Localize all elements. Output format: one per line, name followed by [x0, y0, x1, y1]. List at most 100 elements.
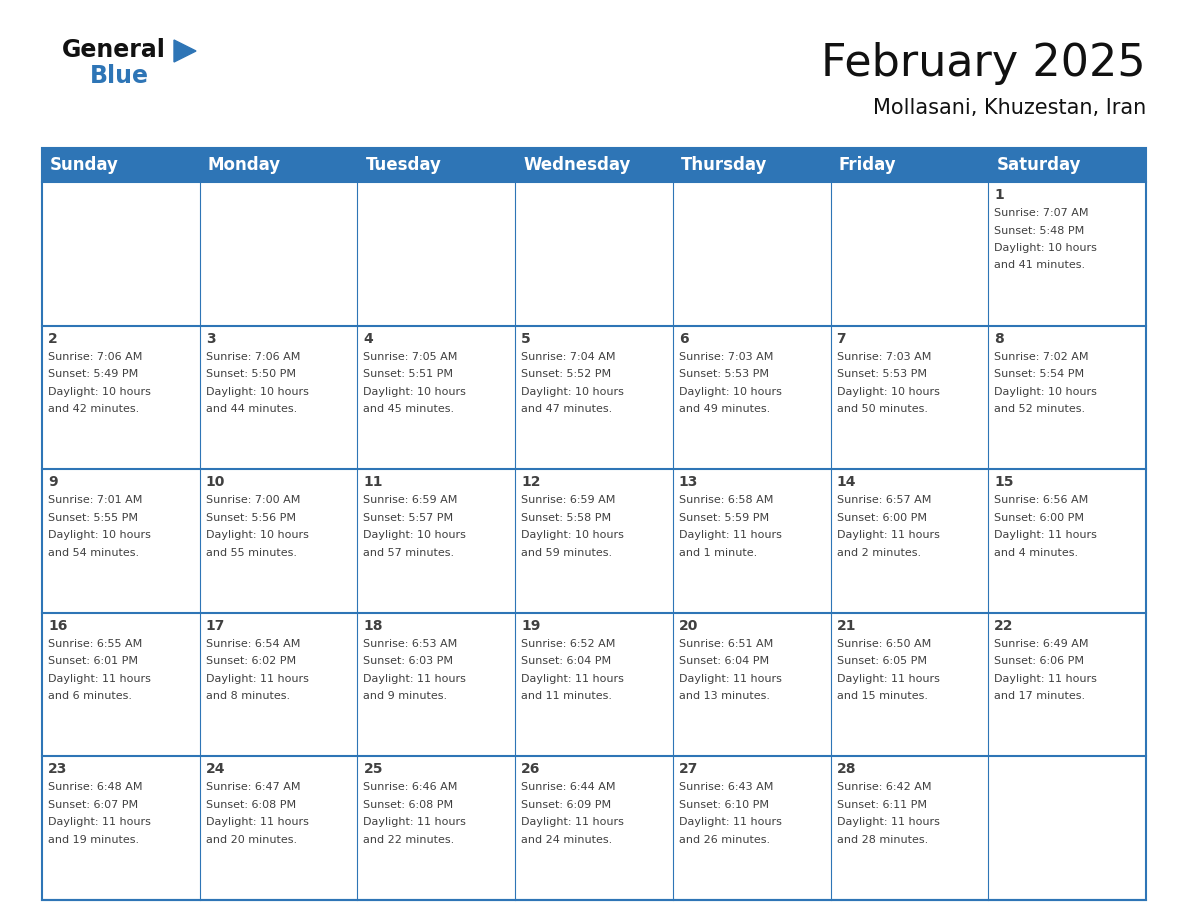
Bar	[672, 326, 830, 469]
Text: 7: 7	[836, 331, 846, 345]
Bar	[672, 613, 830, 756]
Text: 20: 20	[678, 619, 699, 633]
Text: Daylight: 10 hours: Daylight: 10 hours	[522, 531, 624, 540]
Text: 12: 12	[522, 476, 541, 489]
Text: Daylight: 11 hours: Daylight: 11 hours	[836, 674, 940, 684]
Text: Mollasani, Khuzestan, Iran: Mollasani, Khuzestan, Iran	[873, 98, 1146, 118]
Text: Daylight: 11 hours: Daylight: 11 hours	[994, 531, 1098, 540]
Text: 28: 28	[836, 763, 857, 777]
Text: Sunrise: 6:43 AM: Sunrise: 6:43 AM	[678, 782, 773, 792]
Text: Monday: Monday	[208, 156, 280, 174]
Text: and 22 minutes.: and 22 minutes.	[364, 834, 455, 845]
Text: Sunset: 6:04 PM: Sunset: 6:04 PM	[522, 656, 612, 666]
Text: Sunrise: 6:42 AM: Sunrise: 6:42 AM	[836, 782, 931, 792]
Text: Sunrise: 7:06 AM: Sunrise: 7:06 AM	[206, 352, 301, 362]
Text: Sunrise: 7:06 AM: Sunrise: 7:06 AM	[48, 352, 143, 362]
Text: Sunset: 5:55 PM: Sunset: 5:55 PM	[48, 512, 138, 522]
Text: Friday: Friday	[839, 156, 896, 174]
Text: Daylight: 11 hours: Daylight: 11 hours	[48, 817, 151, 827]
Bar	[988, 756, 1146, 900]
Text: Sunrise: 6:44 AM: Sunrise: 6:44 AM	[522, 782, 615, 792]
Text: Daylight: 10 hours: Daylight: 10 hours	[48, 531, 151, 540]
Text: Daylight: 11 hours: Daylight: 11 hours	[836, 817, 940, 827]
Text: Sunset: 6:10 PM: Sunset: 6:10 PM	[678, 800, 769, 810]
Text: Sunrise: 6:46 AM: Sunrise: 6:46 AM	[364, 782, 457, 792]
Text: Sunset: 5:53 PM: Sunset: 5:53 PM	[836, 369, 927, 379]
Bar	[830, 182, 988, 326]
Text: Tuesday: Tuesday	[366, 156, 441, 174]
Text: Sunset: 6:03 PM: Sunset: 6:03 PM	[364, 656, 454, 666]
Text: Blue: Blue	[90, 64, 148, 88]
Bar	[516, 326, 672, 469]
Bar	[200, 756, 358, 900]
Text: Sunrise: 6:56 AM: Sunrise: 6:56 AM	[994, 495, 1088, 505]
Text: Sunset: 5:50 PM: Sunset: 5:50 PM	[206, 369, 296, 379]
Text: and 42 minutes.: and 42 minutes.	[48, 404, 139, 414]
Bar	[42, 326, 200, 469]
Text: Sunset: 6:00 PM: Sunset: 6:00 PM	[836, 512, 927, 522]
Text: Sunrise: 6:51 AM: Sunrise: 6:51 AM	[678, 639, 773, 649]
Bar	[200, 182, 358, 326]
Text: 2: 2	[48, 331, 58, 345]
Bar	[516, 756, 672, 900]
Bar	[42, 469, 200, 613]
Text: and 1 minute.: and 1 minute.	[678, 548, 757, 558]
Text: Sunset: 6:08 PM: Sunset: 6:08 PM	[206, 800, 296, 810]
Text: Sunset: 6:04 PM: Sunset: 6:04 PM	[678, 656, 769, 666]
Text: and 2 minutes.: and 2 minutes.	[836, 548, 921, 558]
Bar	[672, 148, 830, 182]
Text: Sunset: 5:52 PM: Sunset: 5:52 PM	[522, 369, 612, 379]
Text: Daylight: 10 hours: Daylight: 10 hours	[522, 386, 624, 397]
Text: Sunrise: 6:57 AM: Sunrise: 6:57 AM	[836, 495, 931, 505]
Text: Sunset: 6:00 PM: Sunset: 6:00 PM	[994, 512, 1085, 522]
Text: 21: 21	[836, 619, 857, 633]
Text: Sunset: 5:49 PM: Sunset: 5:49 PM	[48, 369, 138, 379]
Text: Sunset: 5:53 PM: Sunset: 5:53 PM	[678, 369, 769, 379]
Text: Sunset: 5:58 PM: Sunset: 5:58 PM	[522, 512, 612, 522]
Text: Sunset: 6:01 PM: Sunset: 6:01 PM	[48, 656, 138, 666]
Text: Sunrise: 6:59 AM: Sunrise: 6:59 AM	[522, 495, 615, 505]
Text: Daylight: 11 hours: Daylight: 11 hours	[836, 531, 940, 540]
Text: Sunset: 6:02 PM: Sunset: 6:02 PM	[206, 656, 296, 666]
Text: Sunrise: 7:02 AM: Sunrise: 7:02 AM	[994, 352, 1088, 362]
Text: 25: 25	[364, 763, 383, 777]
Text: 9: 9	[48, 476, 58, 489]
Text: Daylight: 10 hours: Daylight: 10 hours	[994, 243, 1098, 253]
Text: 24: 24	[206, 763, 226, 777]
Text: and 24 minutes.: and 24 minutes.	[522, 834, 612, 845]
Text: 3: 3	[206, 331, 215, 345]
Text: 10: 10	[206, 476, 225, 489]
Text: and 49 minutes.: and 49 minutes.	[678, 404, 770, 414]
Bar	[988, 613, 1146, 756]
Text: Daylight: 10 hours: Daylight: 10 hours	[994, 386, 1098, 397]
Text: 22: 22	[994, 619, 1013, 633]
Text: 11: 11	[364, 476, 383, 489]
Text: Daylight: 10 hours: Daylight: 10 hours	[836, 386, 940, 397]
Text: Daylight: 11 hours: Daylight: 11 hours	[522, 817, 624, 827]
Text: Sunrise: 6:53 AM: Sunrise: 6:53 AM	[364, 639, 457, 649]
Bar	[42, 756, 200, 900]
Text: and 50 minutes.: and 50 minutes.	[836, 404, 928, 414]
Text: Sunrise: 6:48 AM: Sunrise: 6:48 AM	[48, 782, 143, 792]
Bar	[200, 326, 358, 469]
Text: Sunset: 5:59 PM: Sunset: 5:59 PM	[678, 512, 769, 522]
Text: and 55 minutes.: and 55 minutes.	[206, 548, 297, 558]
Bar	[42, 613, 200, 756]
Text: Sunset: 6:09 PM: Sunset: 6:09 PM	[522, 800, 612, 810]
Bar	[200, 613, 358, 756]
Bar	[200, 469, 358, 613]
Text: Sunset: 6:11 PM: Sunset: 6:11 PM	[836, 800, 927, 810]
Text: 23: 23	[48, 763, 68, 777]
Text: Daylight: 11 hours: Daylight: 11 hours	[364, 674, 467, 684]
Text: Sunrise: 7:04 AM: Sunrise: 7:04 AM	[522, 352, 615, 362]
Bar	[672, 469, 830, 613]
Bar	[42, 148, 1146, 900]
Text: Daylight: 11 hours: Daylight: 11 hours	[364, 817, 467, 827]
Text: Daylight: 10 hours: Daylight: 10 hours	[206, 531, 309, 540]
Bar	[358, 756, 516, 900]
Text: and 11 minutes.: and 11 minutes.	[522, 691, 612, 701]
Text: 4: 4	[364, 331, 373, 345]
Text: Sunrise: 7:07 AM: Sunrise: 7:07 AM	[994, 208, 1088, 218]
Text: and 52 minutes.: and 52 minutes.	[994, 404, 1086, 414]
Bar	[358, 326, 516, 469]
